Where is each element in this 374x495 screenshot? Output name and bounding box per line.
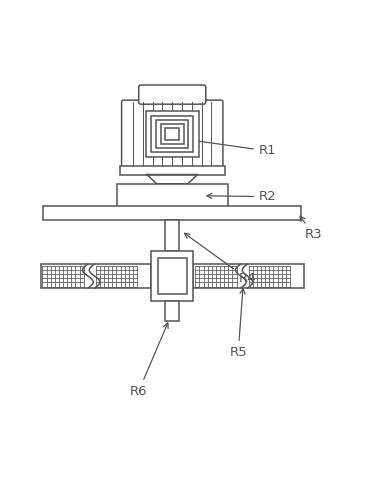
Bar <box>40 264 151 288</box>
Bar <box>120 166 225 175</box>
Text: R6: R6 <box>130 323 168 397</box>
FancyBboxPatch shape <box>122 100 223 168</box>
Bar <box>161 125 184 144</box>
Bar <box>158 258 187 295</box>
Text: R4: R4 <box>184 233 256 285</box>
Bar <box>145 111 199 157</box>
Text: R2: R2 <box>207 190 276 203</box>
Bar <box>193 264 304 288</box>
Bar <box>151 116 193 152</box>
Bar <box>165 301 179 321</box>
Text: R1: R1 <box>193 139 276 157</box>
Bar <box>165 220 179 251</box>
Polygon shape <box>157 208 188 217</box>
Bar <box>156 120 188 148</box>
Polygon shape <box>147 175 197 184</box>
Bar <box>151 251 193 301</box>
Bar <box>117 184 227 208</box>
Bar <box>43 206 301 220</box>
Bar <box>165 128 179 140</box>
Text: R3: R3 <box>300 216 322 241</box>
FancyBboxPatch shape <box>139 85 206 104</box>
Text: R5: R5 <box>229 289 247 359</box>
